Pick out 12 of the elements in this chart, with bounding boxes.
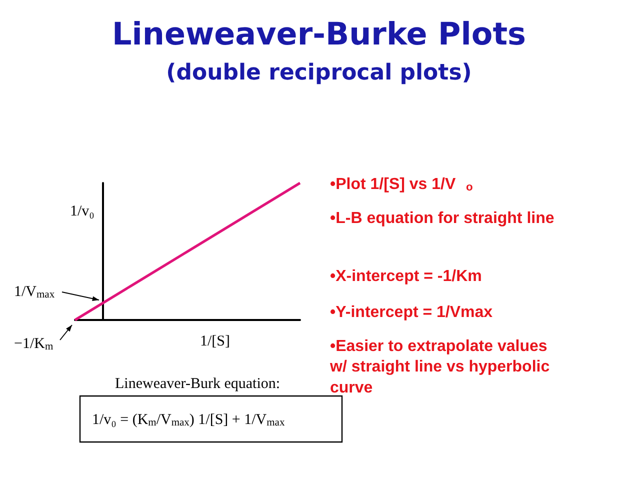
- text: −1/Km: [14, 336, 54, 352]
- x-axis-title: 1/[S]: [200, 334, 230, 350]
- text: 1/Vmax: [14, 284, 56, 300]
- text: 1/v₀ = (Km/Vmax) 1/[S] + 1/Vmax: [92, 412, 286, 428]
- text: •X-intercept = -1/Km: [330, 268, 482, 285]
- text: •Y-intercept = 1/Vmax: [330, 304, 493, 321]
- text: Lineweaver-Burk equation:: [115, 376, 280, 392]
- chart-title: Lineweaver-Burke Plots: [112, 16, 526, 52]
- text: •L-B equation for straight line: [330, 210, 554, 227]
- chart-subtitle: (double reciprocal plots): [166, 60, 472, 86]
- y-axis-title: 1/v₀: [70, 204, 94, 220]
- text: •Easier to extrapolate values w/ straight line vs hyperbolic curve: [329, 338, 554, 396]
